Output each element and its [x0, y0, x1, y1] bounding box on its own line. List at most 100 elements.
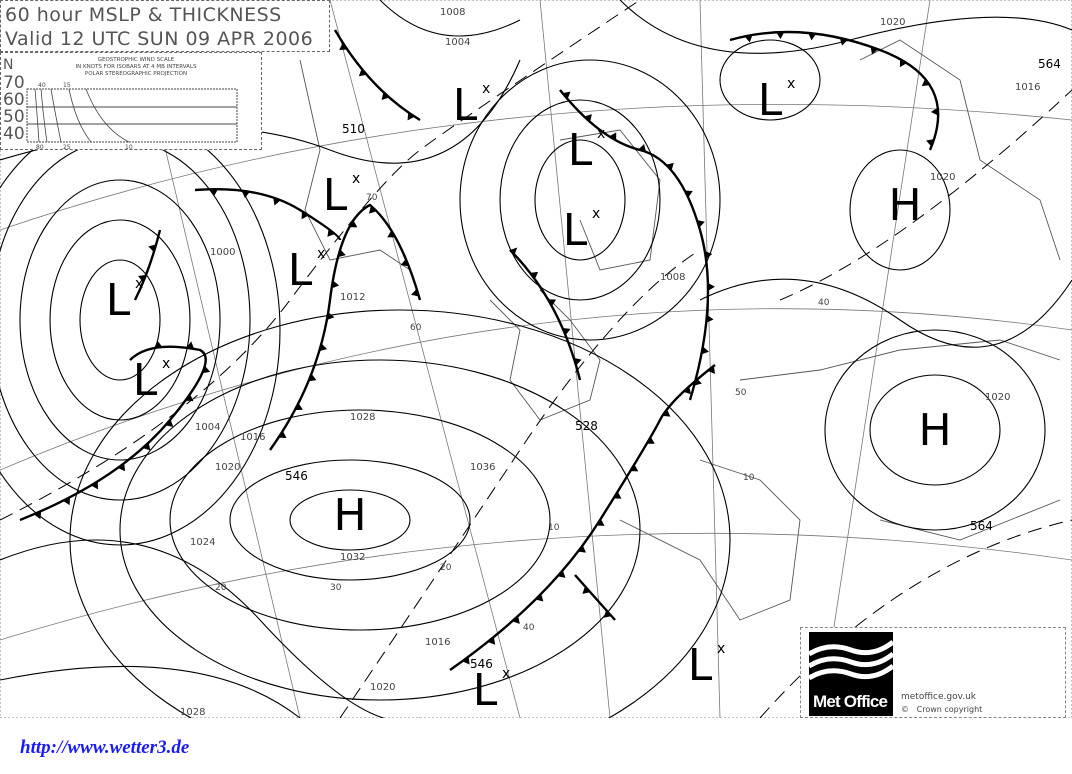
low-pressure-center: L [133, 355, 158, 406]
front-symbol [547, 299, 557, 307]
front-symbol [704, 251, 713, 259]
isobar [69, 309, 731, 718]
front-symbol [707, 365, 716, 374]
thickness-label: 546 [285, 469, 308, 483]
isobar [824, 329, 1046, 531]
front-symbol [839, 37, 848, 46]
front-symbol [899, 59, 907, 68]
center-marker: x [482, 81, 490, 97]
front-symbol [596, 518, 605, 526]
chart-title: 60 hour MSLP & THICKNESS [5, 4, 282, 26]
isobar-label: 1036 [470, 462, 495, 473]
isobar-label: 1008 [660, 272, 685, 283]
isobar [79, 259, 161, 381]
front-symbol [609, 132, 617, 141]
front-symbol [646, 436, 655, 444]
wind-scale-lat: 70 [3, 73, 25, 93]
weather-front [269, 203, 422, 451]
isobar-label: 1020 [215, 462, 240, 473]
front-symbol [512, 615, 520, 624]
wind-scale-tick: 15 [63, 82, 71, 89]
isobar [0, 665, 301, 718]
isobar-label: 1016 [1015, 82, 1040, 93]
front-symbol [613, 491, 622, 499]
front-symbol [381, 92, 390, 100]
latitude-label: 40 [818, 298, 830, 308]
front-symbol [278, 430, 287, 439]
front-symbol [665, 162, 674, 171]
isobar-label: 1032 [340, 552, 365, 563]
center-marker: x [787, 76, 795, 92]
front-symbol [33, 511, 42, 520]
isobar-label: 1020 [370, 682, 395, 693]
front-symbol [138, 274, 147, 283]
weather-front [449, 364, 716, 671]
front-symbol [562, 91, 571, 100]
isobar [289, 489, 411, 551]
front-symbol [165, 419, 174, 427]
front-symbol [202, 365, 211, 374]
thickness-line [779, 89, 1072, 301]
wind-scale-tick: 40 [38, 82, 46, 89]
latitude-label: 70 [366, 193, 378, 203]
front-symbol [684, 190, 693, 198]
isobar-labels: 1008100410201016100010121028102410321036… [180, 7, 1061, 718]
front-symbol [338, 249, 346, 258]
front-symbol [744, 34, 753, 43]
thickness-label: 546 [470, 657, 493, 671]
isobar [169, 409, 551, 631]
front-symbol [573, 357, 582, 366]
weather-front [333, 29, 421, 122]
low-pressure-center: L [758, 75, 783, 126]
low-pressure-center: L [688, 640, 713, 691]
front-symbol [706, 314, 714, 323]
isobar [229, 459, 471, 581]
front-symbol [694, 377, 702, 386]
wind-scale-lat: 60 [3, 90, 25, 110]
front-symbol [701, 346, 709, 355]
met-office-url[interactable]: metoffice.gov.uk [901, 692, 977, 702]
wind-scale-tick: 25 [63, 144, 71, 151]
wind-scale-lat: 40 [3, 124, 25, 144]
front-symbol [930, 107, 939, 116]
isobars [0, 0, 1072, 718]
isobar [534, 139, 626, 261]
latitude-label: 10 [548, 523, 560, 533]
front-symbol [510, 247, 518, 255]
geostrophic-wind-scale: GEOSTROPHIC WIND SCALE IN KNOTS FOR ISOB… [0, 52, 262, 151]
center-marker: x [352, 171, 360, 187]
front-symbol [349, 220, 358, 228]
source-link[interactable]: http://www.wetter3.de [20, 737, 190, 758]
latitude-label: 10 [743, 473, 755, 483]
isobar [379, 0, 521, 37]
front-symbol [562, 327, 571, 336]
front-symbol [487, 636, 496, 645]
isobar [0, 539, 420, 718]
isobar-label: 1020 [880, 17, 905, 28]
latitude-label: 20 [215, 583, 227, 593]
isobar [19, 179, 221, 461]
weather-front [194, 187, 342, 241]
met-office-brand: Met Office [813, 692, 888, 711]
isobar-label: 1028 [350, 412, 375, 423]
front-symbol [185, 393, 194, 402]
lat-lon-grid [0, 0, 1072, 718]
weather-fronts [19, 29, 940, 671]
isobar-label: 1020 [930, 172, 955, 183]
front-symbol [921, 78, 930, 87]
isobar-label: 1016 [425, 637, 450, 648]
met-office-logo: Met Office [807, 632, 895, 716]
center-marker: x [135, 276, 143, 292]
front-symbol [308, 373, 317, 382]
met-office-credit: Met Office metoffice.gov.uk © Crown copy… [800, 627, 1066, 718]
front-symbol [870, 46, 879, 55]
isobar [499, 99, 661, 301]
front-symbol [368, 205, 377, 214]
thickness-label: 510 [342, 122, 365, 136]
front-symbol [62, 497, 70, 506]
front-symbol [662, 409, 671, 417]
front-symbol [301, 211, 309, 220]
isobar-label: 1024 [190, 537, 215, 548]
front-symbol [577, 545, 586, 553]
